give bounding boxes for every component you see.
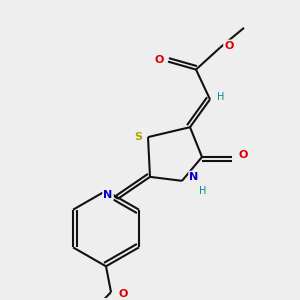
- Text: O: O: [238, 150, 248, 160]
- Text: S: S: [134, 132, 142, 142]
- Text: H: H: [217, 92, 225, 102]
- Text: O: O: [154, 55, 164, 64]
- Text: O: O: [224, 41, 234, 51]
- Text: H: H: [199, 186, 207, 196]
- Text: N: N: [103, 190, 112, 200]
- Text: N: N: [189, 172, 199, 182]
- Text: O: O: [118, 289, 128, 299]
